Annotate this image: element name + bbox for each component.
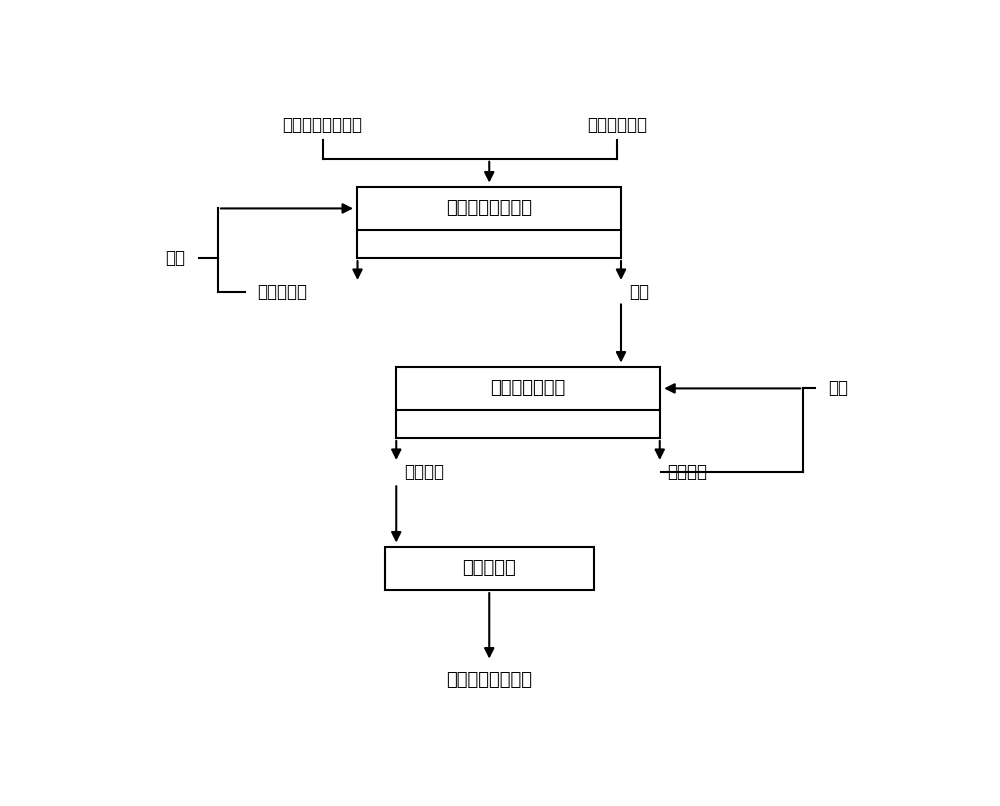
Text: 铬铁矿硫酸浸出液: 铬铁矿硫酸浸出液 bbox=[283, 115, 363, 134]
Text: 晶种: 晶种 bbox=[828, 380, 848, 397]
FancyBboxPatch shape bbox=[385, 546, 594, 590]
Text: 氢氧化钾溶液: 氢氧化钾溶液 bbox=[587, 115, 647, 134]
Text: 滤液: 滤液 bbox=[629, 283, 649, 301]
Text: 加入黄钾铁矾晶种: 加入黄钾铁矾晶种 bbox=[446, 199, 532, 218]
Text: 加入针铁矿晶种: 加入针铁矿晶种 bbox=[490, 380, 566, 397]
Text: 晶种: 晶种 bbox=[165, 249, 185, 267]
Text: 调整盐基度: 调整盐基度 bbox=[462, 559, 516, 577]
Text: 黄钾铁矾渣: 黄钾铁矾渣 bbox=[257, 283, 307, 301]
Text: 除铁滤液: 除铁滤液 bbox=[404, 463, 444, 481]
FancyBboxPatch shape bbox=[357, 187, 621, 231]
FancyBboxPatch shape bbox=[396, 367, 660, 410]
Text: 碱式硫酸铬鞣革剂: 碱式硫酸铬鞣革剂 bbox=[446, 671, 532, 689]
Text: 针铁矿渣: 针铁矿渣 bbox=[668, 463, 708, 481]
